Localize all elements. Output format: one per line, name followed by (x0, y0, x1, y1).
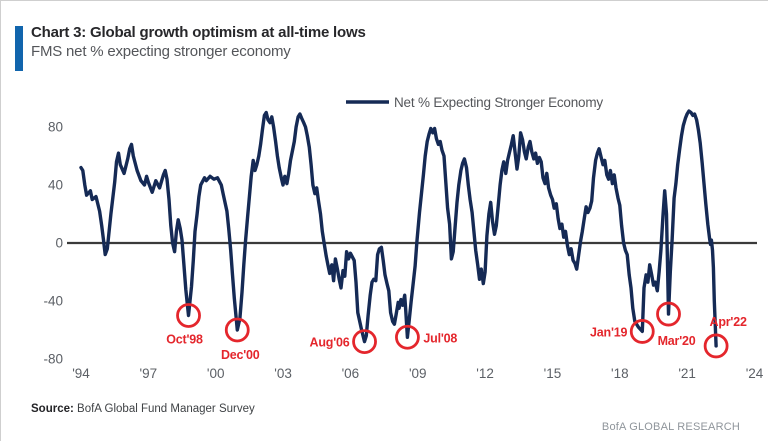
header: Chart 3: Global growth optimism at all-t… (31, 23, 366, 61)
x-tick-label: '97 (140, 366, 158, 381)
title-accent-bar (15, 26, 23, 71)
x-tick-label: '94 (72, 366, 90, 381)
x-tick-label: '12 (476, 366, 494, 381)
annotation-label: Jan'19 (590, 325, 627, 339)
annotation-circle (224, 317, 250, 343)
y-tick-label: 40 (48, 178, 63, 193)
x-tick-label: '03 (274, 366, 292, 381)
y-tick-label: 80 (48, 120, 63, 135)
x-tick-label: '18 (611, 366, 629, 381)
annotation-circle (176, 303, 201, 328)
annotation-label: Dec'00 (221, 348, 260, 362)
page-subtitle: FMS net % expecting stronger economy (31, 43, 291, 60)
x-tick-label: '15 (544, 366, 562, 381)
y-axis-labels: 80 40 0 -40 -80 (43, 120, 63, 367)
x-tick-label: '24 (746, 366, 764, 381)
y-tick-label: -80 (43, 352, 63, 367)
annotation-circle (629, 319, 655, 344)
annotation-circle (656, 301, 681, 327)
annotation-circle (352, 329, 377, 355)
x-tick-label: '06 (342, 366, 360, 381)
annotation-label: Jul'08 (423, 331, 457, 345)
x-tick-label: '00 (207, 366, 225, 381)
branding-text: BofA GLOBAL RESEARCH (601, 421, 740, 433)
source-label: Source: (31, 403, 74, 415)
x-tick-label: '09 (409, 366, 427, 381)
legend-label: Net % Expecting Stronger Economy (394, 95, 603, 110)
annotation-label: Mar'20 (658, 334, 696, 348)
x-tick-label: '21 (678, 366, 696, 381)
annotation-label: Oct'98 (166, 333, 203, 347)
annotations: Oct'98 Dec'00 Aug'06 Jul'08 Jan'19 Mar'20 Apr'… (166, 301, 747, 362)
annotation-label: Apr'22 (710, 315, 747, 329)
x-axis-labels: '94 '97 '00 '03 '06 '09 '12 '15 '18 '21 '24 (72, 366, 764, 381)
annotation-label: Aug'06 (310, 336, 350, 350)
y-tick-label: 0 (55, 236, 63, 251)
source-text: BofA Global Fund Manager Survey (77, 403, 255, 415)
legend: Net % Expecting Stronger Economy (346, 95, 604, 110)
annotation-circle (703, 333, 729, 359)
annotation-circle (395, 324, 420, 350)
source-note: Source: BofA Global Fund Manager Survey (31, 403, 255, 415)
page-title: Chart 3: Global growth optimism at all-t… (31, 24, 366, 41)
series-line (79, 109, 718, 348)
y-tick-label: -40 (43, 294, 63, 309)
